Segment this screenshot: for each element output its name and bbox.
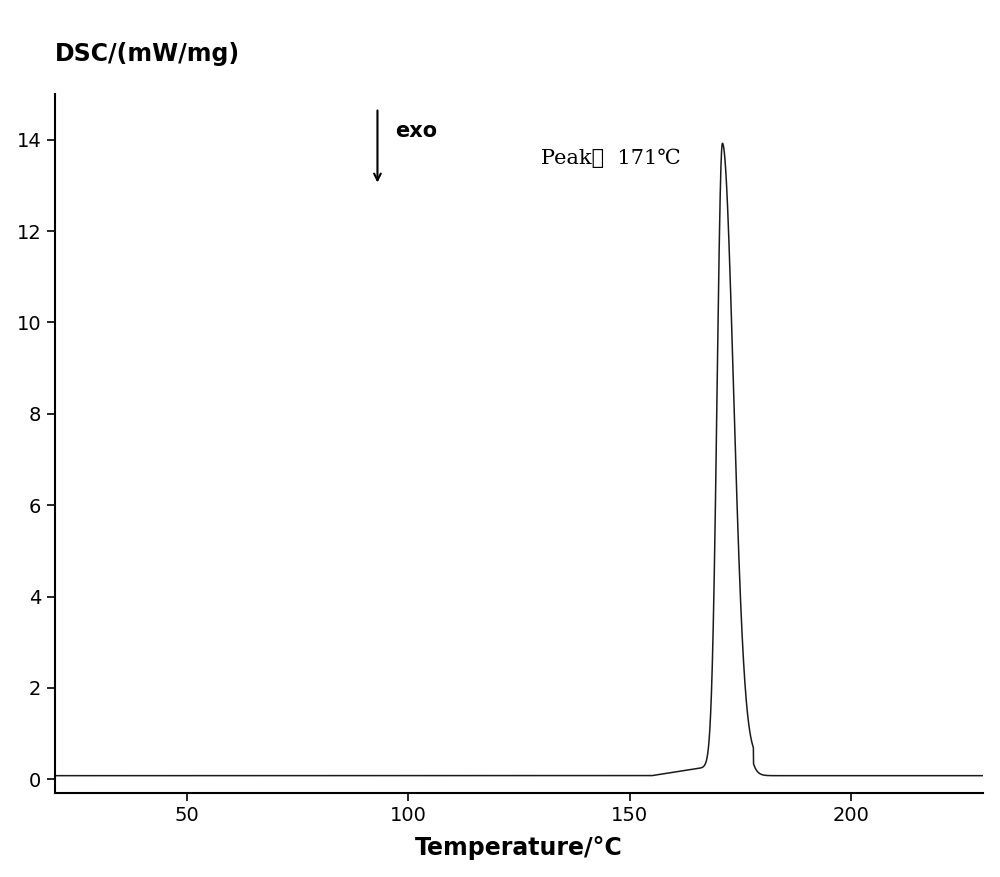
X-axis label: Temperature/°C: Temperature/°C [415, 837, 623, 860]
Text: exo: exo [395, 120, 437, 140]
Text: DSC/(mW/mg): DSC/(mW/mg) [55, 42, 240, 66]
Text: Peak：  171℃: Peak： 171℃ [541, 149, 681, 168]
